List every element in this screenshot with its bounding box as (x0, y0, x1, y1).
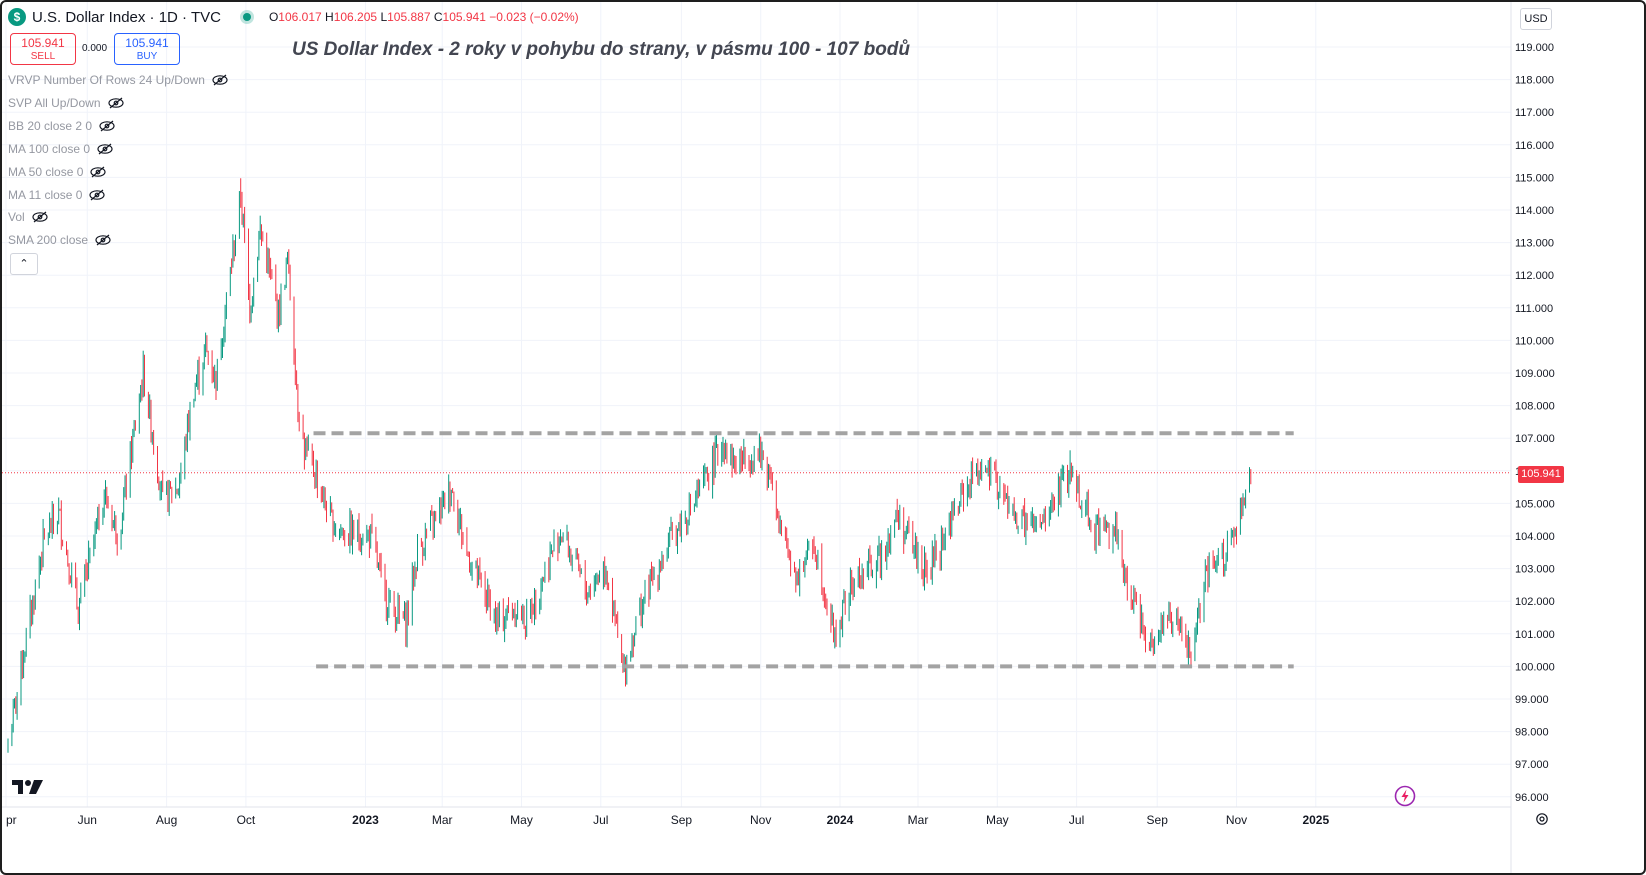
hidden-eye-icon[interactable] (31, 211, 49, 223)
price-tick-label: 104.000 (1515, 531, 1555, 543)
price-tick-label: 116.000 (1515, 140, 1554, 152)
time-tick-label: Oct (237, 813, 256, 827)
indicator-bb[interactable]: BB 20 close 2 0 (8, 119, 116, 133)
close-value: 105.941 (442, 10, 486, 24)
price-tick-label: 100.000 (1515, 661, 1555, 673)
collapse-legend-button[interactable]: ⌃ (10, 253, 38, 275)
currency-selector[interactable]: USD (1520, 8, 1552, 30)
chart-annotation: US Dollar Index - 2 roky v pohybu do str… (292, 39, 911, 60)
time-tick-label: Sep (671, 813, 693, 827)
spread-value: 0.000 (82, 43, 108, 54)
price-tick-label: 96.000 (1515, 792, 1549, 804)
open-value: 106.017 (278, 10, 322, 24)
time-tick-label: Mar (908, 813, 929, 827)
indicator-vol[interactable]: Vol (8, 210, 49, 224)
ohlc-readout: O106.017 H106.205 L105.887 C105.941 −0.0… (268, 10, 579, 24)
indicator-vrvp[interactable]: VRVP Number Of Rows 24 Up/Down (8, 73, 229, 87)
indicator-sma200[interactable]: SMA 200 close (8, 233, 112, 247)
price-tick-label: 115.000 (1515, 172, 1554, 184)
price-tick-label: 101.000 (1515, 629, 1555, 641)
time-tick-label: Jun (78, 813, 97, 827)
price-tick-label: 97.000 (1515, 759, 1549, 771)
tradingview-logo-icon[interactable] (12, 778, 44, 796)
time-tick-label: Nov (1226, 813, 1247, 827)
indicator-ma50[interactable]: MA 50 close 0 (8, 165, 107, 179)
price-tick-label: 103.000 (1515, 564, 1555, 576)
price-tick-label: 110.000 (1515, 335, 1554, 347)
time-tick-label: Jul (593, 813, 608, 827)
flash-icon[interactable] (1394, 785, 1416, 807)
price-tick-label: 119.000 (1515, 42, 1554, 54)
buy-button[interactable]: 105.941 BUY (114, 33, 180, 65)
candles (7, 178, 1252, 753)
price-tick-label: 99.000 (1515, 694, 1549, 706)
price-tick-label: 114.000 (1515, 205, 1554, 217)
price-tick-label: 102.000 (1515, 596, 1555, 608)
sell-label: SELL (30, 51, 56, 62)
price-tick-label: 109.000 (1515, 368, 1555, 380)
market-open-dot-icon (242, 13, 251, 21)
sell-price: 105.941 (21, 36, 65, 50)
hidden-eye-icon[interactable] (98, 120, 116, 132)
symbol-title[interactable]: U.S. Dollar Index · 1D · TVC (32, 8, 221, 26)
hidden-eye-icon[interactable] (107, 97, 125, 109)
hidden-eye-icon[interactable] (89, 166, 107, 178)
hidden-eye-icon[interactable] (94, 234, 112, 246)
indicator-svp[interactable]: SVP All Up/Down (8, 96, 125, 110)
price-tick-label: 118.000 (1515, 75, 1554, 87)
gear-icon[interactable] (1535, 812, 1549, 826)
low-value: 105.887 (387, 10, 431, 24)
last-price-label: 105.941 (1518, 466, 1564, 483)
time-tick-label: Mar (432, 813, 453, 827)
indicator-ma11[interactable]: MA 11 close 0 (8, 188, 106, 202)
price-tick-label: 117.000 (1515, 107, 1554, 119)
dollar-logo-icon: $ (8, 8, 26, 26)
time-tick-label: Aug (156, 813, 177, 827)
time-tick-label: 2024 (827, 813, 854, 827)
time-tick-label: May (986, 813, 1009, 827)
price-tick-label: 108.000 (1515, 401, 1555, 413)
time-tick-label: 2023 (352, 813, 379, 827)
grid (2, 2, 1511, 807)
time-axis[interactable]: pr Jun Aug Oct 2023 Mar May Jul Sep Nov 2024 Mar May… (6, 813, 1329, 827)
price-tick-label: 112.000 (1515, 270, 1554, 282)
time-tick-label: pr (6, 813, 17, 827)
price-axis[interactable]: 119.000 118.000 117.000 116.000 115.000 114.0… (1515, 42, 1555, 804)
hidden-eye-icon[interactable] (211, 74, 229, 86)
time-tick-label: Nov (750, 813, 771, 827)
hidden-eye-icon[interactable] (88, 189, 106, 201)
indicator-ma100[interactable]: MA 100 close 0 (8, 142, 114, 156)
time-tick-label: Sep (1147, 813, 1169, 827)
hidden-eye-icon[interactable] (96, 143, 114, 155)
time-tick-label: 2025 (1302, 813, 1329, 827)
price-tick-label: 107.000 (1515, 433, 1555, 445)
price-tick-label: 105.000 (1515, 498, 1555, 510)
symbol-header: $ U.S. Dollar Index · 1D · TVC O106.017 … (8, 8, 579, 26)
buy-price: 105.941 (125, 36, 169, 50)
price-tick-label: 113.000 (1515, 238, 1554, 250)
change-value: −0.023 (−0.02%) (489, 10, 579, 24)
sell-button[interactable]: 105.941 SELL (10, 33, 76, 65)
price-tick-label: 98.000 (1515, 727, 1549, 739)
buy-label: BUY (136, 51, 158, 62)
price-tick-label: 111.000 (1515, 303, 1553, 315)
time-tick-label: May (510, 813, 533, 827)
horizontal-levels (313, 431, 1294, 669)
high-value: 106.205 (333, 10, 378, 24)
time-tick-label: Jul (1069, 813, 1084, 827)
